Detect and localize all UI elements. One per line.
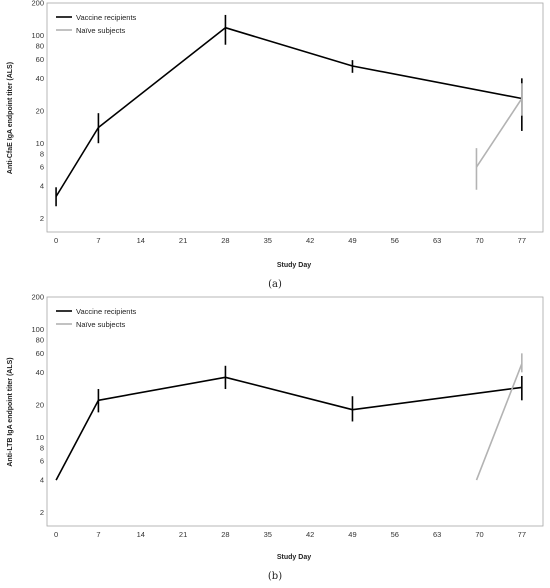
- chart-a-legend: Vaccine recipients Naïve subjects: [56, 13, 137, 35]
- chart-b-x-tick-label: 70: [475, 530, 483, 539]
- chart-a-y-tick-label: 4: [40, 182, 44, 191]
- chart-a-x-tick-label: 14: [137, 236, 145, 245]
- chart-a-y-tick-label: 2: [40, 214, 44, 223]
- chart-b-panel-label: (b): [268, 571, 282, 582]
- chart-b-x-tick-label: 56: [391, 530, 399, 539]
- chart-a-x-tick-label: 0: [54, 236, 58, 245]
- legend-naive-label: Naïve subjects: [76, 320, 125, 329]
- chart-b-frame: [46, 296, 544, 527]
- chart-b-x-tick-label: 49: [348, 530, 356, 539]
- chart-b-vaccine-series-line: [55, 376, 522, 481]
- chart-a-x-tick-label: 63: [433, 236, 441, 245]
- chart-b-naive-series-line: [475, 363, 523, 481]
- chart-b-y-tick-label: 40: [36, 368, 44, 377]
- chart-a-x-tick-label: 77: [518, 236, 526, 245]
- chart-b-x-tick-label: 63: [433, 530, 441, 539]
- chart-b-series: [55, 353, 523, 481]
- chart-b-x-tick-label: 42: [306, 530, 314, 539]
- chart-panel-a: 2 4 6 8 10 20 40 60 80 100 200 0 7 14 21 28 35 42 49 56 63 7…: [7, 0, 544, 290]
- chart-b-y-tick-label: 80: [36, 335, 44, 344]
- chart-a-y-axis-title: Anti-CfaE IgA endpoint titer (ALS): [7, 62, 14, 174]
- chart-a-vaccine-series-line: [55, 26, 522, 197]
- chart-a-y-tick-label: 60: [36, 55, 44, 64]
- chart-a-x-axis-title: Study Day: [277, 262, 311, 269]
- chart-a-y-tick-label: 80: [36, 41, 44, 50]
- chart-a-x-tick-label: 21: [179, 236, 187, 245]
- chart-b-y-tick-label: 10: [36, 433, 44, 442]
- chart-a-series: [55, 14, 523, 207]
- chart-a-x-tick-label: 70: [475, 236, 483, 245]
- chart-b-legend: Vaccine recipients Naïve subjects: [56, 307, 137, 329]
- chart-a-y-tick-label: 100: [31, 31, 44, 40]
- chart-b-x-tick-label: 28: [221, 530, 229, 539]
- chart-a-y-tick-label: 8: [40, 149, 44, 158]
- chart-a-x-tick-label: 56: [391, 236, 399, 245]
- chart-b-x-ticks: 0 7 14 21 28 35 42 49 56 63 70 77: [54, 530, 526, 539]
- chart-a-y-tick-label: 40: [36, 74, 44, 83]
- chart-b-x-axis-title: Study Day: [277, 554, 311, 561]
- chart-a-x-ticks: 0 7 14 21 28 35 42 49 56 63 70 77: [54, 236, 526, 245]
- chart-b-x-tick-label: 7: [96, 530, 100, 539]
- chart-a-panel-label: (a): [268, 279, 282, 290]
- chart-a-y-tick-label: 6: [40, 163, 44, 172]
- chart-b-x-tick-label: 14: [137, 530, 145, 539]
- chart-b-y-tick-label: 4: [40, 476, 44, 485]
- chart-panel-b: 2 4 6 8 10 20 40 60 80 100 200 0 7 14 21 28 35 42 49 56 63 7…: [0, 294, 550, 588]
- legend-vaccine-label: Vaccine recipients: [76, 13, 137, 22]
- chart-a-x-tick-label: 28: [221, 236, 229, 245]
- chart-b-y-tick-label: 100: [31, 325, 44, 334]
- chart-b-x-tick-label: 0: [54, 530, 58, 539]
- chart-b-y-axis-title: Anti-LTB IgA endpoint titer (ALS): [7, 357, 14, 466]
- chart-a-x-tick-label: 42: [306, 236, 314, 245]
- chart-b-y-tick-label: 200: [31, 294, 44, 302]
- legend-vaccine-label: Vaccine recipients: [76, 307, 137, 316]
- chart-b-y-tick-label: 60: [36, 349, 44, 358]
- chart-a-y-tick-label: 20: [36, 106, 44, 115]
- chart-a-y-tick-label: 200: [31, 0, 44, 8]
- chart-a-x-tick-label: 49: [348, 236, 356, 245]
- chart-b-x-tick-label: 21: [179, 530, 187, 539]
- chart-a-y-tick-label: 10: [36, 139, 44, 148]
- chart-b-y-tick-label: 2: [40, 508, 44, 517]
- chart-a-x-tick-label: 35: [264, 236, 272, 245]
- chart-b-y-tick-label: 20: [36, 400, 44, 409]
- chart-a-x-tick-label: 7: [96, 236, 100, 245]
- legend-naive-label: Naïve subjects: [76, 26, 125, 35]
- chart-a-frame: [46, 2, 544, 233]
- chart-b-y-tick-label: 6: [40, 457, 44, 466]
- chart-b-y-tick-label: 8: [40, 443, 44, 452]
- chart-b-x-tick-label: 35: [264, 530, 272, 539]
- chart-b-x-tick-label: 77: [518, 530, 526, 539]
- chart-a-naive-series-line: [475, 98, 523, 168]
